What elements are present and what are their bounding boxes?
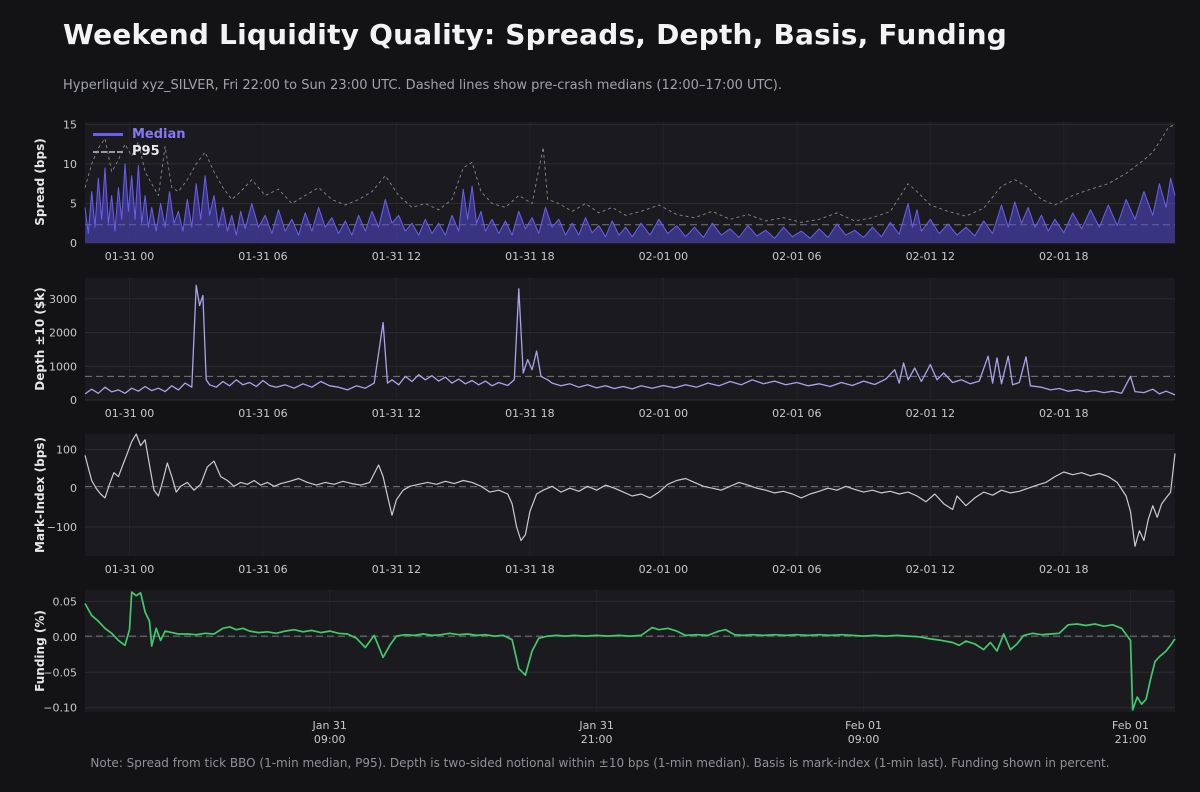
- x-tick-label: 01-31 12: [372, 250, 421, 263]
- y-tick-label: 0: [70, 237, 77, 250]
- y-tick-label: 0: [70, 394, 77, 407]
- page-title: Weekend Liquidity Quality: Spreads, Dept…: [63, 18, 1008, 51]
- median-line-swatch: [93, 133, 123, 136]
- spread-median-line: [84, 163, 1176, 239]
- x-tick-label: 21:00: [1115, 733, 1147, 746]
- x-tick-label: 01-31 00: [105, 563, 154, 576]
- funding-y-axis-label: Funding (%): [33, 610, 47, 692]
- page-subtitle: Hyperliquid xyz_SILVER, Fri 22:00 to Sun…: [63, 78, 782, 93]
- y-tick-label: −0.05: [43, 666, 77, 679]
- x-tick-label: 01-31 06: [238, 407, 287, 420]
- x-tick-label: 01-31 18: [505, 407, 554, 420]
- x-tick-label: Jan 31: [311, 719, 346, 732]
- x-tick-label: 01-31 18: [505, 563, 554, 576]
- x-tick-label: 09:00: [314, 733, 346, 746]
- x-tick-label: 01-31 12: [372, 563, 421, 576]
- spread-p95-line: [84, 123, 1176, 223]
- legend-median-entry: Median: [93, 126, 186, 143]
- x-tick-label: 01-31 12: [372, 407, 421, 420]
- mark-index-mark-index-line: [84, 433, 1176, 547]
- y-tick-label: 2000: [49, 327, 77, 340]
- y-tick-label: 3000: [49, 293, 77, 306]
- y-tick-label: −0.10: [43, 702, 77, 715]
- legend-p95-entry: P95: [93, 143, 186, 160]
- y-tick-label: 0.05: [53, 595, 78, 608]
- x-tick-label: 02-01 18: [1039, 250, 1088, 263]
- mark-index-panel: 01-31 00 01-31 06 01-31 12 01-31 18 02-01 00…: [47, 433, 1176, 576]
- x-tick-label: 21:00: [581, 733, 613, 746]
- y-tick-label: 15: [63, 118, 77, 131]
- x-tick-label: Feb 01: [845, 719, 882, 732]
- spread-panel: 01-31 00 01-31 06 01-31 12 01-31 18 02-01 00…: [63, 118, 1176, 263]
- x-tick-label: 01-31 18: [505, 250, 554, 263]
- p95-line-swatch: [93, 150, 123, 153]
- x-tick-label: 02-01 06: [772, 407, 821, 420]
- spread-y-axis-label: Spread (bps): [33, 138, 47, 226]
- depth-depth-line: [84, 284, 1176, 396]
- x-tick-label: 02-01 18: [1039, 563, 1088, 576]
- y-tick-label: 0.00: [53, 631, 78, 644]
- funding-plot-area: [85, 590, 1175, 712]
- x-tick-label: 09:00: [848, 733, 880, 746]
- y-tick-label: 10: [63, 158, 77, 171]
- x-tick-label: 02-01 12: [906, 563, 955, 576]
- x-tick-label: 02-01 06: [772, 563, 821, 576]
- x-tick-label: 01-31 00: [105, 407, 154, 420]
- mark-index-y-axis-label: Mark-Index (bps): [33, 437, 47, 553]
- x-tick-label: 02-01 00: [639, 250, 688, 263]
- y-tick-label: 0: [70, 482, 77, 495]
- x-tick-label: 01-31 06: [238, 563, 287, 576]
- spread-legend: Median P95: [93, 126, 186, 160]
- depth-panel: 01-31 00 01-31 06 01-31 12 01-31 18 02-01 00…: [49, 278, 1176, 420]
- x-tick-label: 02-01 00: [639, 563, 688, 576]
- y-tick-label: 100: [56, 443, 77, 456]
- legend-median-label: Median: [132, 127, 186, 142]
- y-tick-label: 5: [70, 197, 77, 210]
- funding-funding-line: [84, 591, 1176, 711]
- x-tick-label: 02-01 12: [906, 407, 955, 420]
- legend-p95-label: P95: [132, 144, 160, 159]
- x-tick-label: Jan 31: [578, 719, 613, 732]
- x-tick-label: 02-01 12: [906, 250, 955, 263]
- x-tick-label: 01-31 06: [238, 250, 287, 263]
- x-tick-label: Feb 01: [1112, 719, 1149, 732]
- footnote: Note: Spread from tick BBO (1-min median…: [90, 756, 1110, 770]
- x-tick-label: 02-01 06: [772, 250, 821, 263]
- x-tick-label: 01-31 00: [105, 250, 154, 263]
- depth-y-axis-label: Depth ±10 ($k): [33, 287, 47, 391]
- x-tick-label: 02-01 00: [639, 407, 688, 420]
- x-tick-label: 02-01 18: [1039, 407, 1088, 420]
- y-tick-label: 1000: [49, 360, 77, 373]
- y-tick-label: −100: [47, 521, 77, 534]
